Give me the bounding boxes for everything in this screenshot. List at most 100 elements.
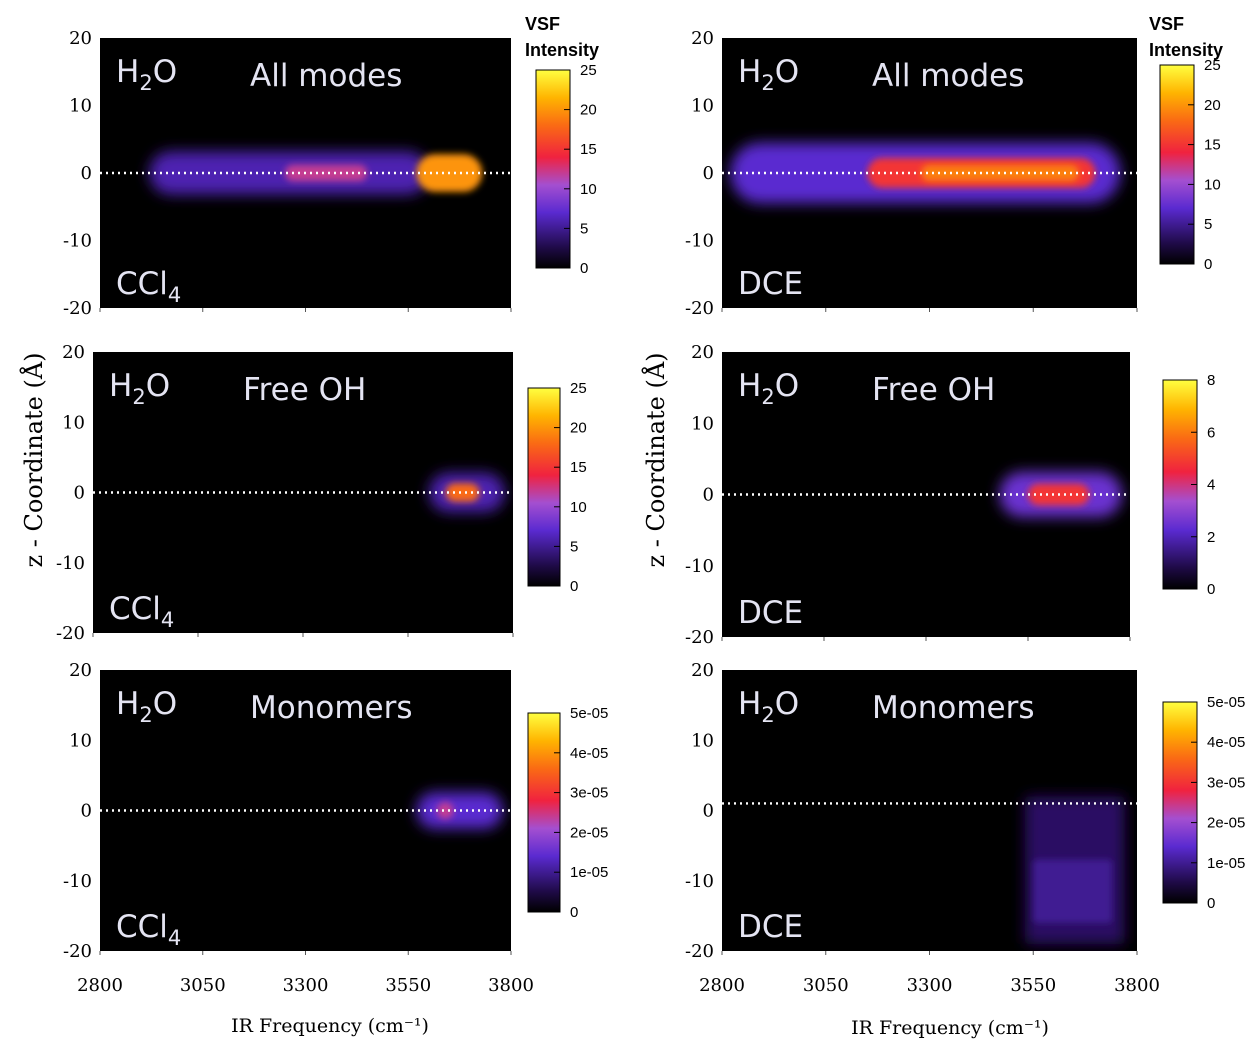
- colorbar-gradient: [1162, 701, 1198, 904]
- colorbar-tick-label: 8: [1207, 372, 1215, 389]
- x-axis-label-right: IR Frequency (cm⁻¹): [851, 1017, 1049, 1039]
- colorbar-title-left: VSF: [525, 14, 560, 34]
- colorbar-gradient: [527, 387, 561, 587]
- intensity-region: [921, 164, 1079, 182]
- intensity-region: [416, 792, 503, 829]
- x-tick-label: 3050: [803, 975, 849, 996]
- y-tick-label: 20: [69, 28, 92, 49]
- y-tick-label: 0: [703, 163, 714, 184]
- colorbar-tick-label: 10: [580, 181, 597, 198]
- y-tick-label: 0: [703, 485, 714, 506]
- colorbar-title-right: VSF: [1149, 14, 1184, 34]
- y-tick-label: 0: [703, 801, 714, 822]
- x-axis-label-left: IR Frequency (cm⁻¹): [231, 1015, 429, 1037]
- y-tick-label: 20: [62, 342, 85, 363]
- panel-ccl4-free: 20 10 0 -10 -20 H2O Free OH CCl4 25 20 15 10 5 0: [56, 342, 587, 644]
- colorbar: 25 20 15 10 5 0: [535, 62, 597, 277]
- y-tick-label: -10: [63, 231, 92, 252]
- y-tick-label: 20: [691, 28, 714, 49]
- colorbar-tick-label: 20: [580, 102, 597, 119]
- intensity-region: [445, 483, 480, 502]
- colorbar-tick-label: 2e-05: [570, 824, 608, 841]
- y-tick-label: 0: [81, 163, 92, 184]
- y-tick-label: 10: [691, 96, 714, 117]
- x-tick-label: 3050: [180, 975, 226, 996]
- panel-ccl4-mono: 20 10 0 -10 -20 2800 3050 3300 3550 3800 H2O Monome…: [63, 660, 608, 996]
- colorbar-tick-label: 4e-05: [1207, 734, 1245, 751]
- colorbar-tick-label: 15: [580, 141, 597, 158]
- colorbar-tick-label: 0: [1207, 581, 1215, 598]
- x-tick-label: 3300: [283, 975, 329, 996]
- solvent-label: DCE: [738, 266, 803, 302]
- x-tick-label: 3800: [488, 975, 534, 996]
- y-tick-label: -10: [685, 231, 714, 252]
- solvent-label: CCl4: [116, 909, 181, 950]
- y-tick-label: 10: [69, 96, 92, 117]
- species-label: H2O: [109, 368, 170, 409]
- y-tick-label: -10: [685, 556, 714, 577]
- colorbar-tick-label: 0: [580, 260, 588, 277]
- colorbar-tick-label: 10: [570, 499, 587, 516]
- solvent-label: CCl4: [109, 591, 174, 632]
- colorbar-tick-label: 4e-05: [570, 745, 608, 762]
- panel-dce-all: 20 10 0 -10 -20 H2O All modes DCE 25 20 15 10 5 0: [685, 28, 1221, 319]
- y-tick-label: -20: [685, 941, 714, 962]
- y-tick-label: 10: [62, 412, 85, 433]
- colorbar-gradient: [535, 69, 571, 269]
- y-tick-label: 20: [691, 660, 714, 681]
- colorbar-tick-label: 3e-05: [570, 785, 608, 802]
- species-label: H2O: [116, 54, 177, 95]
- colorbar-tick-label: 25: [580, 62, 597, 79]
- y-tick-label: -20: [685, 298, 714, 319]
- colorbar-tick-label: 20: [1204, 97, 1221, 114]
- y-tick-label: -10: [685, 871, 714, 892]
- mode-label: Monomers: [872, 690, 1035, 726]
- y-tick-label: -20: [685, 627, 714, 648]
- x-tick-label: 3800: [1114, 975, 1160, 996]
- colorbar-tick-label: 0: [1204, 256, 1212, 273]
- colorbar-tick-label: 2e-05: [1207, 815, 1245, 832]
- colorbar-tick-label: 4: [1207, 477, 1215, 494]
- colorbar-tick-label: 25: [1204, 57, 1221, 74]
- colorbar-tick-label: 5: [580, 220, 588, 237]
- colorbar-gradient: [527, 712, 561, 913]
- colorbar: 5e-05 4e-05 3e-05 2e-05 1e-05 0: [527, 705, 608, 921]
- y-tick-label: -10: [56, 553, 85, 574]
- colorbar-tick-label: 5: [1204, 216, 1212, 233]
- solvent-label: CCl4: [116, 266, 181, 307]
- mode-label: Monomers: [250, 690, 413, 726]
- mode-label: All modes: [250, 58, 402, 94]
- y-tick-label: -20: [63, 298, 92, 319]
- mode-label: All modes: [872, 58, 1024, 94]
- colorbar-tick-label: 15: [1204, 137, 1221, 154]
- solvent-label: DCE: [738, 595, 803, 631]
- y-tick-label: 10: [69, 730, 92, 751]
- y-axis-label: z - Coordinate (Å): [19, 352, 48, 567]
- species-label: H2O: [738, 368, 799, 409]
- y-tick-label: -20: [56, 623, 85, 644]
- colorbar-tick-label: 0: [570, 904, 578, 921]
- colorbar-tick-label: 0: [570, 578, 578, 595]
- colorbar: 8 6 4 2 0: [1162, 372, 1215, 598]
- colorbar-tick-label: 15: [570, 459, 587, 476]
- colorbar-tick-label: 5e-05: [1207, 694, 1245, 711]
- y-tick-label: 0: [74, 483, 85, 504]
- intensity-region: [437, 802, 454, 819]
- x-tick-label: 2800: [699, 975, 745, 996]
- species-label: H2O: [738, 54, 799, 95]
- colorbar-tick-label: 5: [570, 538, 578, 555]
- colorbar-tick-label: 0: [1207, 895, 1215, 912]
- mode-label: Free OH: [243, 372, 366, 408]
- y-tick-label: -20: [63, 941, 92, 962]
- y-tick-label: 20: [691, 342, 714, 363]
- y-tick-label: -10: [63, 871, 92, 892]
- colorbar-gradient: [1159, 64, 1195, 265]
- colorbar-title-right-2: Intensity: [1149, 40, 1223, 60]
- y-tick-label: 10: [691, 730, 714, 751]
- x-tick-label: 3550: [1010, 975, 1056, 996]
- x-tick-label: 3550: [385, 975, 431, 996]
- colorbar-tick-label: 1e-05: [570, 864, 608, 881]
- colorbar: 5e-05 4e-05 3e-05 2e-05 1e-05 0: [1162, 694, 1245, 912]
- intensity-region: [1033, 859, 1113, 923]
